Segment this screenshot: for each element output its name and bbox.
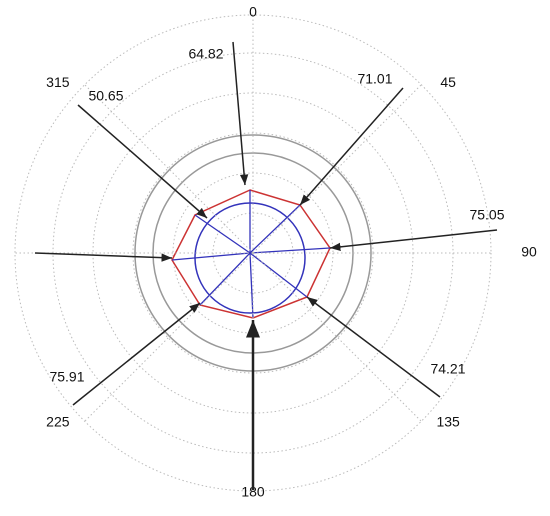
grid-spoke [252,84,422,254]
value-label: 74.21 [430,361,465,377]
spoke [249,252,308,298]
angle-label: 0 [249,4,257,20]
value-label: 71.01 [357,71,392,87]
grid-spoke [252,252,422,422]
value-label: 75.05 [469,207,504,223]
spoke [171,252,251,261]
value-label: 50.65 [88,88,123,104]
blue-spokes [171,190,331,319]
arrow [299,87,404,206]
angle-label: 225 [46,413,70,429]
value-label: 75.91 [49,369,84,385]
spoke [194,214,251,254]
grid-spoke [84,252,254,422]
value-label: 64.82 [188,46,223,62]
arrow [306,296,441,398]
grid-spoke [84,84,254,254]
spoke [249,252,254,319]
angle-label: 180 [241,484,265,500]
arrow [329,229,498,252]
spoke [249,247,331,254]
arrow [232,41,249,186]
arrow [34,252,173,262]
angle-label: 315 [46,74,70,90]
spoke [199,252,251,306]
arrow [77,104,208,219]
angle-label: 90 [521,244,537,260]
grid-ring [14,14,492,492]
angle-label: 135 [436,413,460,429]
arrow [72,302,201,406]
spoke [249,204,301,254]
angle-label: 45 [440,74,456,90]
